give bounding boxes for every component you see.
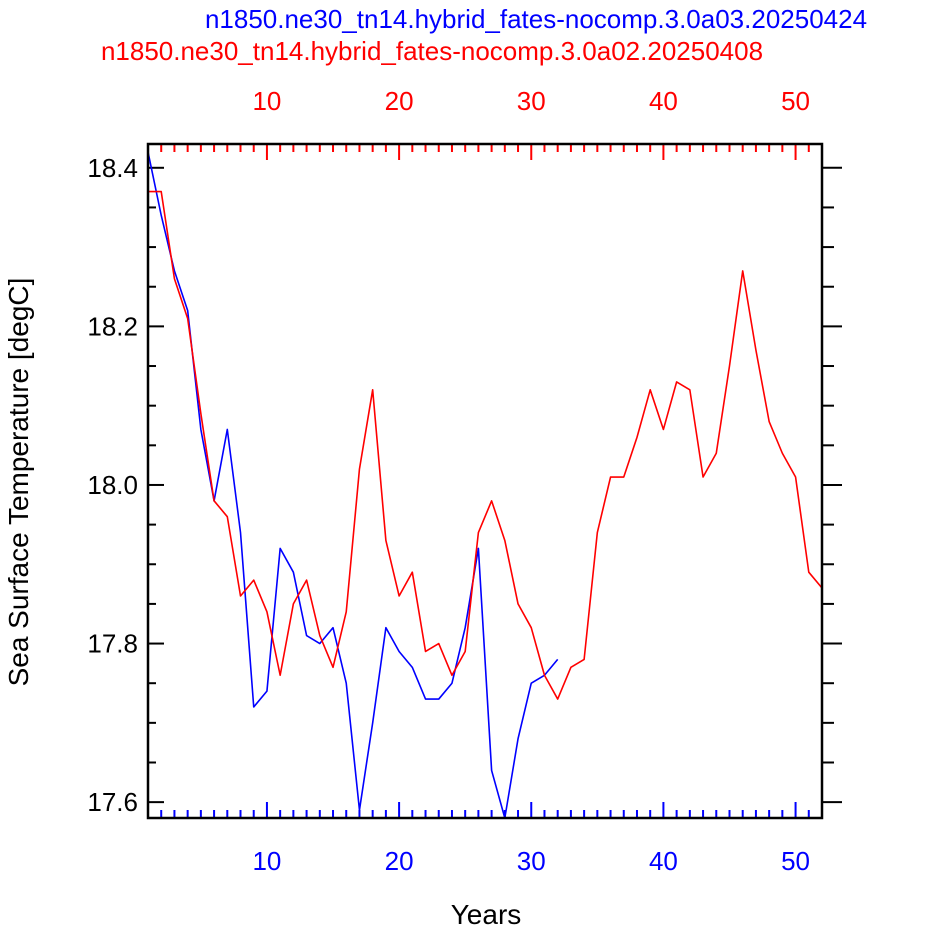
x-tick-label-top: 30	[517, 86, 546, 116]
x-tick-label-bottom: 50	[781, 846, 810, 876]
title-line-red: n1850.ne30_tn14.hybrid_fates-nocomp.3.0a…	[101, 36, 763, 66]
series-lines	[147, 151, 823, 819]
x-axis-label: Years	[451, 899, 522, 930]
x-tick-label-top: 20	[385, 86, 414, 116]
series-line-red	[148, 190, 823, 700]
axes: 10 10 20 20 30 30 40 40 50 50 17.6 17.8 18.0 18.2 18.4	[87, 86, 842, 876]
y-axis-label: Sea Surface Temperature [degC]	[3, 278, 34, 687]
y-tick-label: 18.4	[87, 153, 138, 183]
y-tick-label: 18.2	[87, 311, 138, 341]
series-line-blue	[147, 151, 559, 819]
x-tick-label-top: 50	[781, 86, 810, 116]
x-tick-label-bottom: 20	[385, 846, 414, 876]
y-tick-label: 17.8	[87, 629, 138, 659]
y-tick-label: 17.6	[87, 787, 138, 817]
plot-frame	[146, 142, 824, 820]
x-tick-label-bottom: 40	[649, 846, 678, 876]
x-tick-label-bottom: 10	[252, 846, 281, 876]
x-tick-label-bottom: 30	[517, 846, 546, 876]
y-tick-label: 18.0	[87, 470, 138, 500]
x-tick-label-top: 40	[649, 86, 678, 116]
title-line-blue: n1850.ne30_tn14.hybrid_fates-nocomp.3.0a…	[205, 4, 867, 34]
x-tick-label-top: 10	[252, 86, 281, 116]
